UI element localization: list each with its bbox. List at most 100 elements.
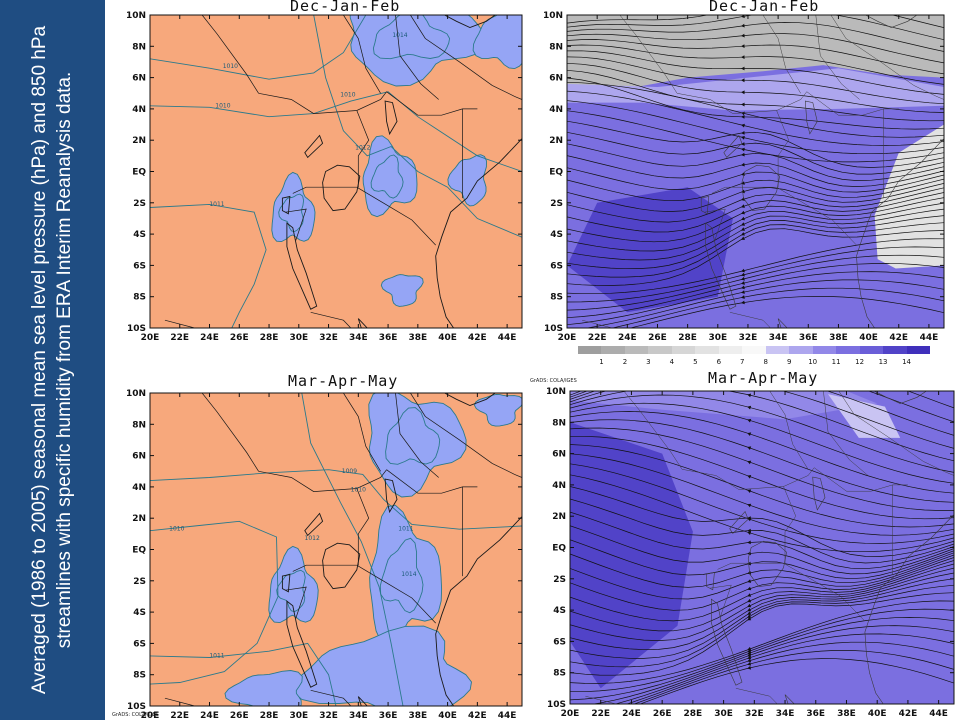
streamline-arrow xyxy=(741,6,745,10)
streamline xyxy=(567,178,944,202)
border-line xyxy=(806,91,899,116)
x-tick-label: 22E xyxy=(170,711,189,720)
border-line xyxy=(343,393,381,472)
border-line xyxy=(682,467,815,490)
x-tick-label: 38E xyxy=(408,333,427,343)
humidity-colorbar: 1 2 3 4 5 6 7 8 9 10 11 12 13 14 xyxy=(578,346,931,370)
streamline-arrow xyxy=(747,658,752,663)
streamline-arrow xyxy=(741,300,745,305)
contour-label: 1010 xyxy=(340,91,355,98)
x-tick-label: 22E xyxy=(588,333,607,343)
streamline-arrow xyxy=(747,489,752,493)
caption-text: Averaged (1986 to 2005) seasonal mean se… xyxy=(29,25,75,695)
colorbar-swatch xyxy=(742,346,767,354)
streamline-arrow xyxy=(747,586,752,591)
y-tick-label: 8S xyxy=(133,671,146,681)
slp-map: 1009 1010 1010 1011 1012 1014 1011 20E 22E 24E 26E… xyxy=(126,389,523,720)
lake-kivu xyxy=(281,195,291,215)
streamline-arrow xyxy=(741,162,745,167)
streamline xyxy=(567,56,944,105)
contour-label: 1012 xyxy=(355,145,370,152)
border-line xyxy=(258,91,387,114)
x-tick-label: 40E xyxy=(438,711,457,720)
streamline xyxy=(570,525,954,575)
x-tick-label: 44E xyxy=(498,333,517,343)
streamline-arrow xyxy=(747,540,751,545)
streamline xyxy=(567,15,944,28)
border-line xyxy=(717,562,784,570)
lake-turkana xyxy=(384,100,398,136)
streamline xyxy=(567,197,944,243)
x-tick-label: 28E xyxy=(260,333,279,343)
lake-malawi xyxy=(357,696,368,706)
streamline-arrow xyxy=(741,197,745,201)
border-line xyxy=(164,319,196,328)
streamline xyxy=(567,143,944,181)
coastline xyxy=(864,391,954,704)
x-tick-label: 32E xyxy=(739,333,758,343)
colorbar-label: 4 xyxy=(669,358,675,366)
colorbar-label: 13 xyxy=(878,358,888,366)
border-line xyxy=(310,311,352,328)
streamline xyxy=(570,539,954,580)
border-line xyxy=(285,586,307,619)
y-tick-label: 2N xyxy=(132,136,146,146)
streamline-arrow xyxy=(747,579,752,583)
low-pressure-region xyxy=(349,15,488,87)
x-tick-label: 30E xyxy=(289,333,308,343)
streamline xyxy=(639,658,954,704)
streamline xyxy=(570,617,954,701)
streamline xyxy=(570,444,954,528)
x-tick-label: 30E xyxy=(289,711,308,720)
streamline-arrow xyxy=(741,131,745,135)
lake-tanganyika xyxy=(286,600,318,688)
streamline-arrow xyxy=(747,460,752,465)
streamline xyxy=(570,554,954,600)
streamline xyxy=(567,187,944,223)
x-tick-label: 42E xyxy=(468,333,487,343)
isobar xyxy=(379,537,424,614)
contour-label: 1009 xyxy=(342,468,357,475)
colorbar-swatch xyxy=(718,346,743,354)
streamline xyxy=(570,411,954,494)
streamline-arrow xyxy=(747,446,752,450)
streamline xyxy=(567,50,944,95)
streamline xyxy=(570,592,954,676)
streamline-arrow xyxy=(747,405,752,410)
colorbar-label: 9 xyxy=(786,358,792,366)
border-line xyxy=(830,15,944,100)
x-tick-label: 44E xyxy=(498,711,517,720)
y-tick-label: 10N xyxy=(126,11,146,21)
streamline xyxy=(611,287,944,328)
streamline xyxy=(591,625,954,704)
lake-turkana xyxy=(384,478,398,514)
x-tick-label: 20E xyxy=(558,333,577,343)
y-tick-label: 2S xyxy=(133,199,146,209)
streamline-arrow xyxy=(741,33,745,38)
moist-core xyxy=(567,187,733,313)
streamline-arrow xyxy=(747,561,751,566)
isobar xyxy=(150,15,367,80)
y-tick-label: 10N xyxy=(543,11,563,21)
border-line xyxy=(292,186,357,194)
streamline-arrow xyxy=(741,115,745,119)
panel-humidity-mam: Mar-Apr-May GrADS: COLA/IGES 20E 22E 24E 26… xyxy=(530,369,960,720)
streamline-arrow xyxy=(747,661,752,666)
coastline xyxy=(435,15,522,328)
streamline-arrow xyxy=(741,227,745,231)
streamline xyxy=(570,486,954,557)
y-tick-label: 10S xyxy=(544,324,563,334)
lake-turkana xyxy=(812,476,826,511)
streamline xyxy=(570,474,954,553)
panel-title: Dec-Jan-Feb xyxy=(709,0,820,15)
x-tick-label: 42E xyxy=(889,333,908,343)
streamline-arrow xyxy=(741,281,745,285)
y-tick-label: 6S xyxy=(550,261,563,271)
contour-label: 1010 xyxy=(215,102,230,109)
border-line xyxy=(704,208,726,241)
border-line xyxy=(410,15,522,100)
isobar xyxy=(276,569,306,613)
x-tick-label: 34E xyxy=(349,711,368,720)
x-tick-label: 28E xyxy=(260,711,279,720)
grads-credit: GrADS: COLA/IGES xyxy=(530,378,577,384)
